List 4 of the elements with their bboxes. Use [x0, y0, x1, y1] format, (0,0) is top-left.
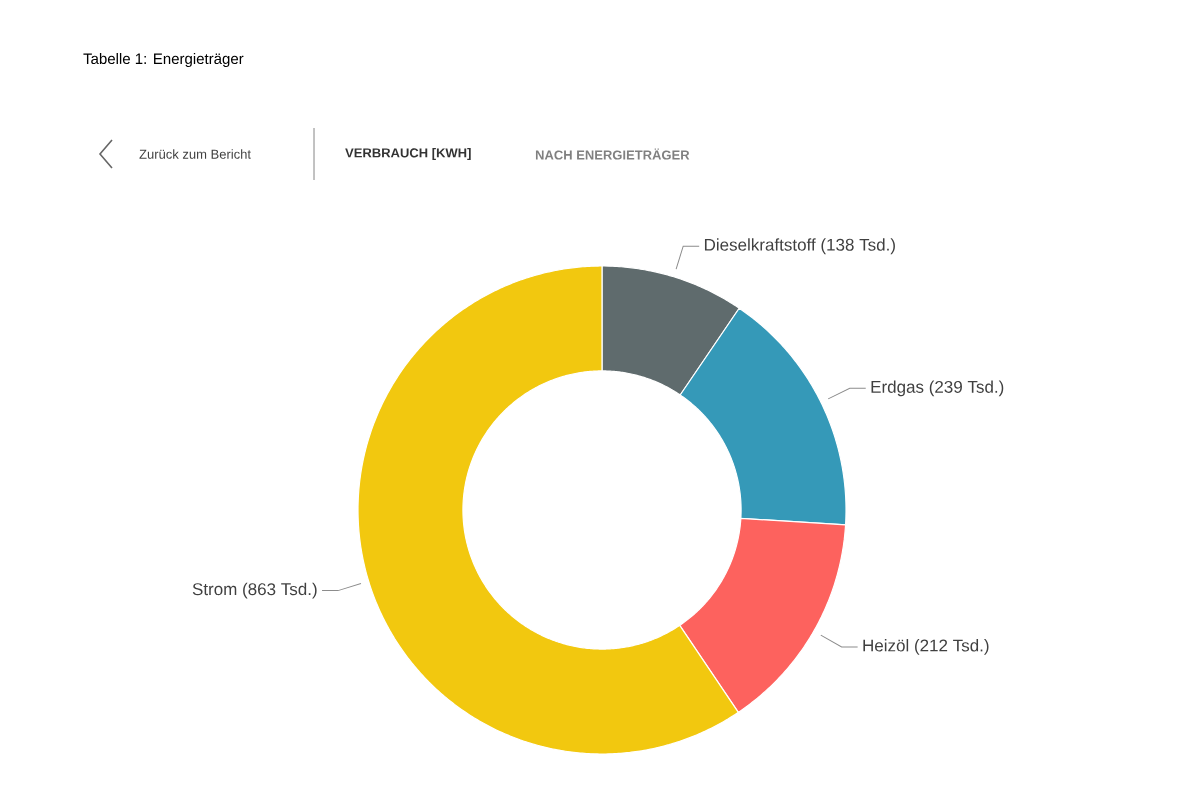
- slice-label: Dieselkraftstoff (138 Tsd.): [704, 238, 895, 255]
- slice-label: Strom (863 Tsd.): [192, 582, 317, 599]
- slice-label: Erdgas (239 Tsd.): [871, 380, 1004, 397]
- slice-label: Heizöl (212 Tsd.): [863, 639, 989, 655]
